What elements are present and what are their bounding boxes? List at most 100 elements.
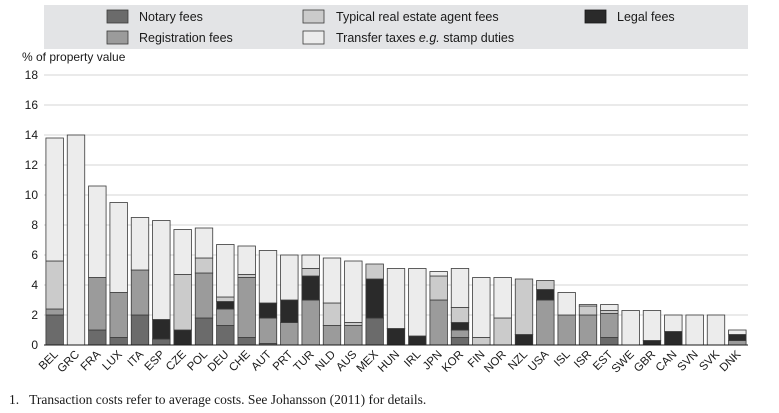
bar-fra-series-4 [88,185,107,278]
bar-dnk-series-4 [728,329,747,335]
x-tick-label: PRT [271,349,296,374]
bar-prt-series-4 [280,254,299,301]
bar-bel-series-3 [45,260,64,310]
x-tick-label: SVN [676,349,701,374]
y-tick-label: 8 [31,218,38,232]
x-tick-label: IRL [402,348,424,370]
bar-che-series-3 [237,274,256,278]
bar-cze-series-4 [173,229,192,275]
x-tick-label: CZE [164,348,189,373]
bar-irl-series-4 [408,268,427,337]
bar-fra-series-1 [88,277,107,331]
bar-aus-series-4 [344,260,363,323]
x-tick-label: KOR [440,349,466,375]
bar-nzl-series-3 [514,278,534,335]
bar-est-series-0 [600,337,619,346]
legend-label-transfer-taxes: Transfer taxes e.g. stamp duties [336,31,514,45]
y-tick-label: 10 [25,188,39,202]
bar-mex-series-2 [365,278,384,319]
bar-hun-series-4 [386,268,406,329]
x-tick-label: USA [526,348,551,373]
bar-pol-series-1 [194,272,214,319]
legend-label-agent-fees: Typical real estate agent fees [336,10,499,24]
y-tick-label: 2 [31,308,38,322]
bar-jpn-series-4 [429,271,448,277]
bar-svk-series-4 [706,314,726,346]
x-tick-label: SVK [697,348,722,373]
bar-est-series-1 [600,313,619,338]
bar-tur-series-3 [301,268,320,277]
bar-usa-series-2 [536,289,555,301]
bar-isl-series-1 [557,314,576,346]
x-tick-label: GRC [56,349,83,376]
bar-che-series-1 [237,277,256,338]
legend-swatch-registration-fees [106,30,129,45]
bar-deu-series-2 [216,301,235,310]
bar-can-series-4 [664,314,683,332]
bar-kor-series-3 [450,307,470,323]
legend-swatch-transfer-taxes [302,30,325,45]
x-tick-label: DEU [206,349,232,375]
y-tick-label: 6 [31,248,38,262]
bar-kor-series-2 [450,322,470,331]
bar-tur-series-1 [301,299,320,346]
bar-usa-series-3 [536,280,555,290]
x-tick-label: NZL [506,348,530,372]
bar-ita-series-4 [130,217,150,271]
bar-aut-series-4 [258,250,278,304]
bar-usa-series-1 [536,299,555,346]
bar-nzl-series-2 [514,334,534,346]
bar-pol-series-0 [194,317,214,346]
bar-isl-series-4 [557,292,576,316]
bar-kor-series-0 [450,337,470,346]
bar-cze-series-3 [173,274,192,331]
bar-che-series-4 [237,245,256,275]
y-tick-label: 18 [25,68,39,82]
bar-prt-series-2 [280,299,299,323]
bar-aus-series-1 [344,325,363,346]
bar-est-series-4 [600,304,619,311]
legend-label-transfer-taxes-b: stamp duties [440,31,514,45]
legend-label-transfer-taxes-a: Transfer taxes [336,31,419,45]
bar-prt-series-1 [280,322,299,346]
x-tick-label: MEX [355,348,381,374]
bar-nld-series-3 [322,302,342,326]
bar-can-series-2 [664,331,683,346]
bar-gbr-series-4 [642,310,662,341]
bar-nor-series-4 [493,277,512,319]
bar-esp-series-2 [152,319,171,340]
bar-jpn-series-3 [429,275,448,301]
bar-grc-series-4 [66,134,86,346]
x-tick-label: ISR [572,349,594,371]
bar-aut-series-1 [258,317,278,344]
y-axis-title: % of property value [22,50,126,64]
footnote: 1. Transaction costs refer to average cos… [9,392,426,408]
bar-bel-series-4 [45,137,64,262]
bar-cze-series-2 [173,329,192,346]
bar-nld-series-1 [322,325,342,346]
x-tick-label: SWE [610,348,637,375]
bar-aus-series-3 [344,322,363,326]
x-tick-label: HUN [376,349,402,375]
bar-jpn-series-1 [429,299,448,346]
bar-dnk-series-2 [728,334,747,341]
x-tick-label: AUS [334,348,359,373]
x-tick-label: TUR [292,349,317,374]
bar-kor-series-4 [450,268,470,308]
bar-bel-series-0 [45,314,64,346]
legend-label-registration-fees: Registration fees [139,31,233,45]
bar-fin-series-3 [472,337,491,346]
bar-isr-series-4 [578,304,598,307]
bar-tur-series-4 [301,254,320,269]
y-tick-label: 14 [25,128,39,142]
x-tick-label: DNK [718,348,744,374]
bar-ita-series-1 [130,269,150,316]
bar-gbr-series-2 [642,340,662,346]
bar-isr-series-1 [578,314,598,346]
bar-kor-series-1 [450,329,470,338]
y-tick-label: 16 [25,98,39,112]
bar-fin-series-4 [472,277,491,338]
x-tick-label: NOR [482,349,509,376]
bar-nld-series-4 [322,257,342,304]
